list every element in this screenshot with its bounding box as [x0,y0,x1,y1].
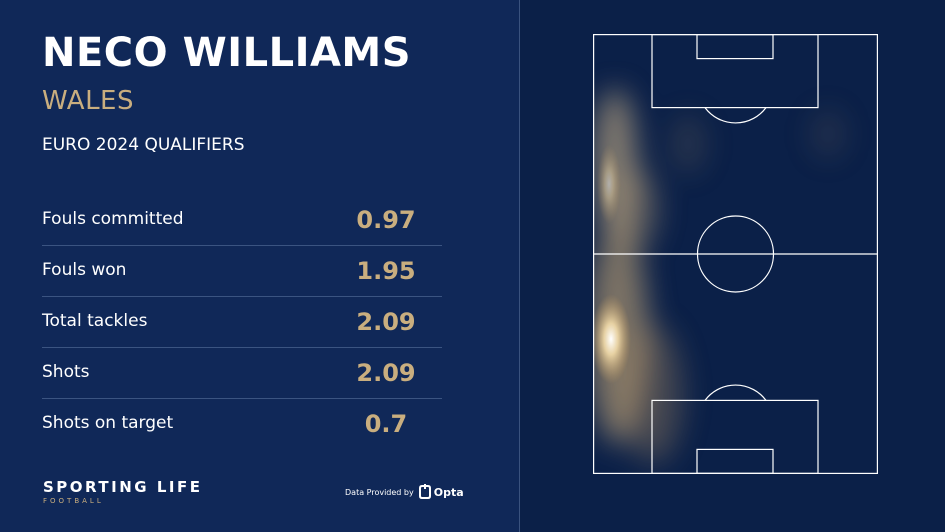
stat-label: Shots [42,362,90,382]
stat-row-fouls-committed: Fouls committed 0.97 [42,195,442,246]
team-name: WALES [42,86,134,116]
opta-text: Opta [433,485,464,499]
stat-value: 2.09 [356,308,416,336]
competition-name: EURO 2024 QUALIFIERS [42,135,245,155]
stat-value: 2.09 [356,359,416,387]
pitch-heatmap [593,34,878,474]
player-name: NECO WILLIAMS [42,30,412,76]
brand-sub-text: FOOTBALL [43,497,104,505]
stat-value: 0.97 [356,206,416,234]
panel-divider [519,0,520,532]
stat-label: Fouls won [42,260,127,280]
brand-main-text: SPORTING LIFE [43,478,203,496]
stat-row-total-tackles: Total tackles 2.09 [42,297,442,348]
stat-row-fouls-won: Fouls won 1.95 [42,246,442,297]
stat-row-shots-on-target: Shots on target 0.7 [42,399,442,450]
pitch-markings [593,34,878,474]
credit-text: Data Provided by [345,487,414,497]
stat-value: 0.7 [364,410,408,438]
sporting-life-logo: SPORTING LIFE FOOTBALL [43,478,202,505]
stats-table: Fouls committed 0.97 Fouls won 1.95 Tota… [42,195,442,450]
heatmap-layer [593,89,846,464]
stats-panel: NECO WILLIAMS WALES EURO 2024 QUALIFIERS… [0,0,519,532]
data-credit: Data Provided by Opta [345,484,464,500]
stat-label: Total tackles [42,311,148,331]
stat-row-shots: Shots 2.09 [42,348,442,399]
stat-label: Fouls committed [42,209,184,229]
heatmap-panel [520,0,945,532]
opta-logo-icon [418,484,431,499]
stat-value: 1.95 [356,257,416,285]
stat-label: Shots on target [42,413,174,433]
